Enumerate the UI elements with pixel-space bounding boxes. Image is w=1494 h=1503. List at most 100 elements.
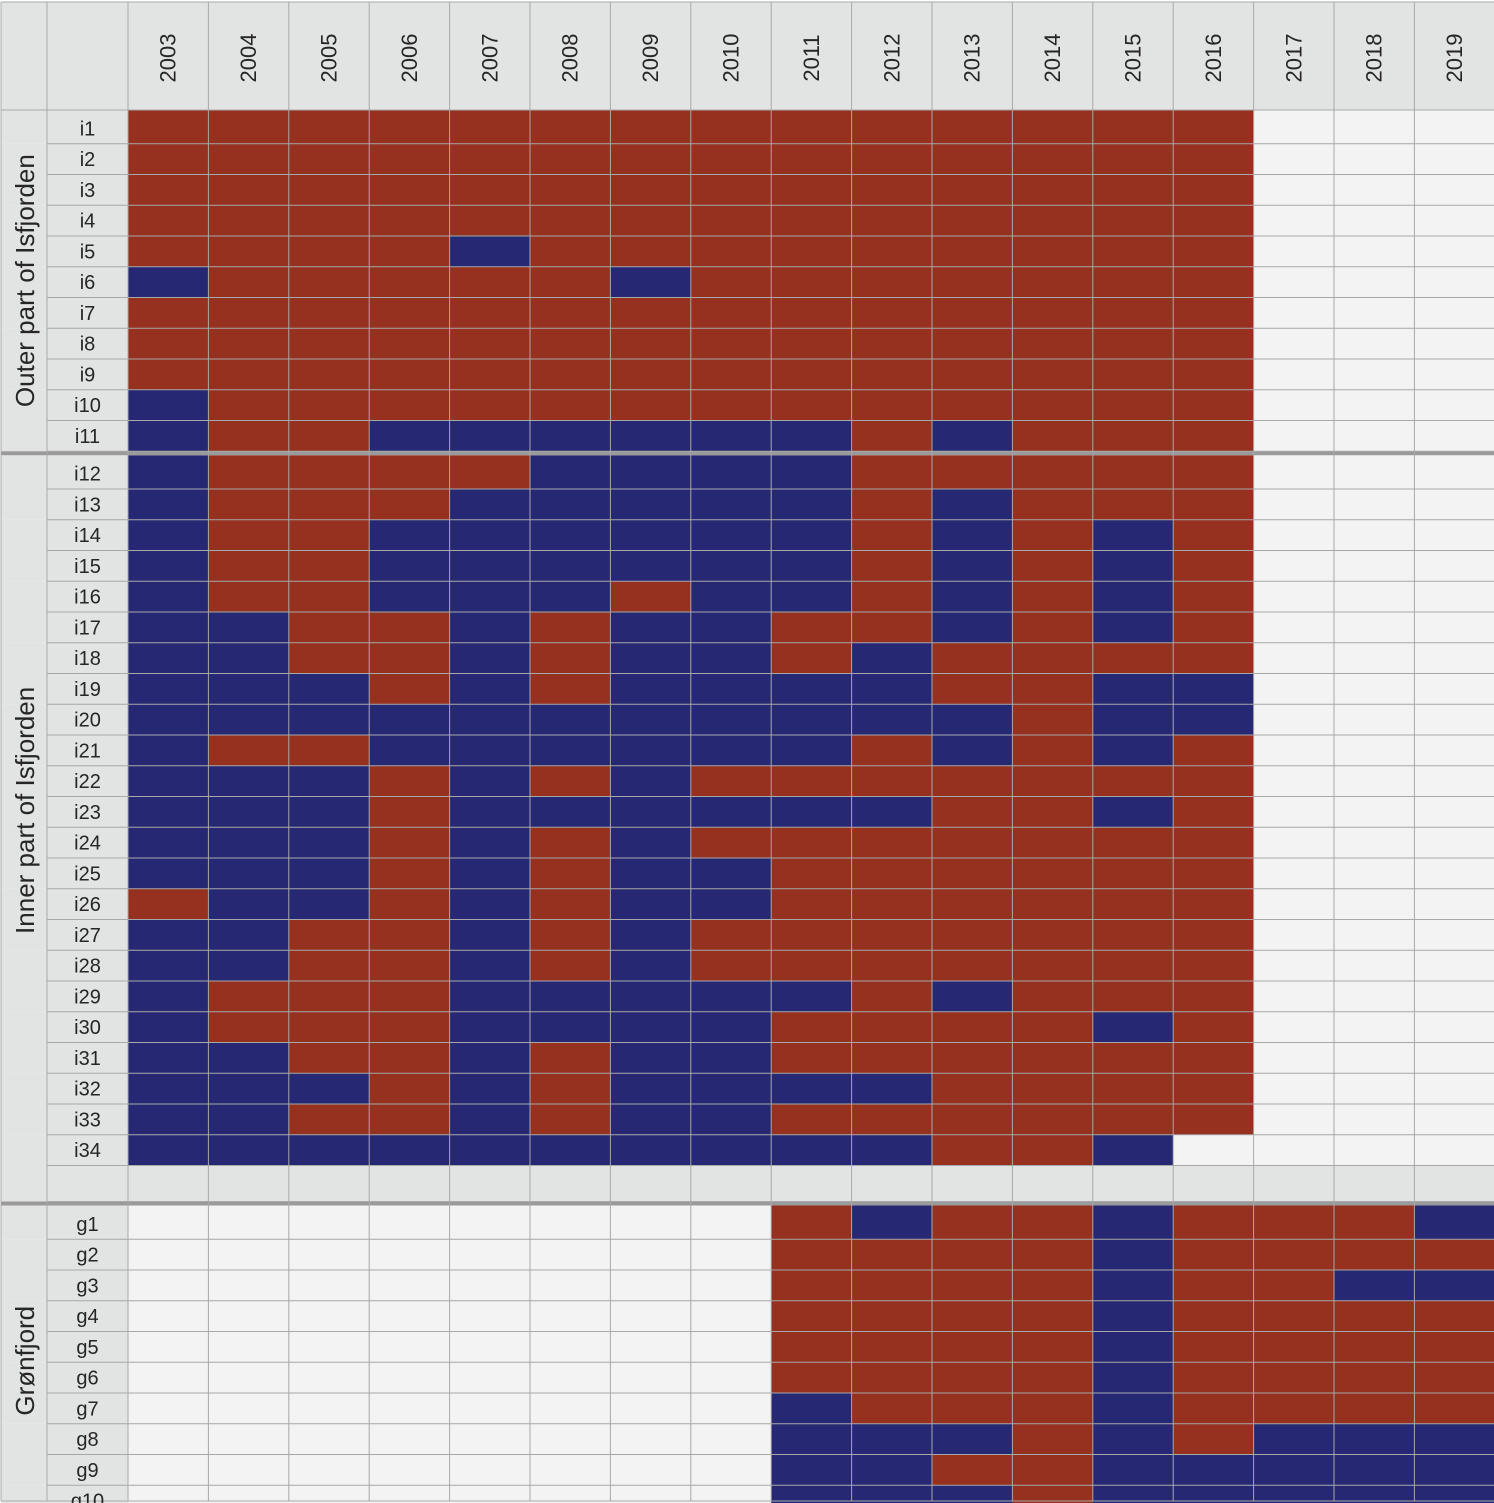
heatmap-cell bbox=[932, 1485, 1013, 1503]
heatmap-cell bbox=[530, 1073, 611, 1105]
heatmap-cell bbox=[208, 1134, 290, 1166]
heatmap-cell bbox=[288, 1104, 370, 1136]
heatmap-cell bbox=[1173, 735, 1255, 767]
heatmap-cell bbox=[610, 704, 692, 736]
heatmap-cell bbox=[449, 765, 531, 797]
heatmap-cell bbox=[1253, 455, 1335, 490]
heatmap-cell bbox=[128, 581, 209, 613]
heatmap-cell bbox=[369, 981, 451, 1013]
heatmap-cell bbox=[288, 981, 370, 1013]
heatmap-cell bbox=[610, 796, 692, 828]
heatmap-cell bbox=[771, 328, 853, 360]
heatmap-cell bbox=[369, 1423, 451, 1455]
heatmap-cell bbox=[369, 765, 451, 797]
heatmap-cell bbox=[369, 266, 451, 298]
heatmap-cell bbox=[208, 205, 290, 237]
heatmap-cell bbox=[530, 765, 611, 797]
heatmap-cell bbox=[1092, 1331, 1174, 1363]
heatmap-cell bbox=[851, 1104, 933, 1136]
heatmap-cell bbox=[1092, 796, 1174, 828]
heatmap-cell bbox=[690, 1205, 772, 1240]
heatmap-cell bbox=[1414, 489, 1494, 521]
heatmap-cell bbox=[369, 796, 451, 828]
heatmap-cell bbox=[1414, 735, 1494, 767]
heatmap-cell bbox=[369, 1205, 451, 1240]
heatmap-cell bbox=[1012, 143, 1094, 175]
heatmap-cell bbox=[288, 1393, 370, 1425]
row-label-background bbox=[1, 673, 128, 705]
heatmap-cell bbox=[208, 420, 290, 452]
heatmap-cell bbox=[1012, 1239, 1094, 1271]
heatmap-cell bbox=[771, 1454, 853, 1486]
heatmap-cell bbox=[1012, 1205, 1094, 1240]
heatmap-cell bbox=[771, 110, 853, 145]
heatmap-cell bbox=[610, 1331, 692, 1363]
heatmap-cell bbox=[851, 519, 933, 551]
heatmap-cell bbox=[369, 735, 451, 767]
heatmap-cell bbox=[1253, 519, 1335, 551]
heatmap-cell bbox=[1012, 765, 1094, 797]
heatmap-cell bbox=[530, 1454, 611, 1486]
heatmap-cell bbox=[369, 704, 451, 736]
heatmap-cell bbox=[1414, 704, 1494, 736]
heatmap-cell bbox=[530, 1300, 611, 1332]
heatmap-cell bbox=[851, 420, 933, 452]
heatmap-cell bbox=[932, 1134, 1013, 1166]
heatmap-cell bbox=[1253, 888, 1335, 920]
heatmap-cell bbox=[449, 174, 531, 206]
heatmap-cell bbox=[369, 581, 451, 613]
heatmap-cell bbox=[1414, 1239, 1494, 1271]
heatmap-cell bbox=[208, 110, 290, 145]
heatmap-cell bbox=[1414, 389, 1494, 421]
heatmap-cell bbox=[449, 1393, 531, 1425]
year-label: 2003 bbox=[156, 34, 181, 83]
heatmap-cell bbox=[369, 1300, 451, 1332]
heatmap-cell bbox=[932, 455, 1013, 490]
heatmap-cell bbox=[530, 612, 611, 644]
heatmap-cell bbox=[208, 519, 290, 551]
heatmap-cell bbox=[208, 359, 290, 391]
heatmap-cell bbox=[1173, 297, 1255, 329]
heatmap-cell bbox=[369, 143, 451, 175]
heatmap-cell bbox=[449, 455, 531, 490]
heatmap-cell bbox=[208, 1104, 290, 1136]
heatmap-cell bbox=[530, 858, 611, 890]
heatmap-cell bbox=[610, 858, 692, 890]
heatmap-cell bbox=[932, 519, 1013, 551]
heatmap-cell bbox=[530, 236, 611, 268]
heatmap-cell bbox=[288, 205, 370, 237]
heatmap-cell bbox=[610, 581, 692, 613]
heatmap-cell bbox=[128, 1073, 209, 1105]
heatmap-cell bbox=[449, 735, 531, 767]
heatmap-cell bbox=[1012, 735, 1094, 767]
heatmap-cell bbox=[1414, 359, 1494, 391]
row-label-background bbox=[1, 519, 128, 551]
heatmap-cell bbox=[128, 888, 209, 920]
heatmap-cell bbox=[1414, 827, 1494, 859]
heatmap-cell bbox=[690, 581, 772, 613]
heatmap-cell bbox=[690, 1485, 772, 1503]
heatmap-cell bbox=[288, 328, 370, 360]
heatmap-cell bbox=[1012, 919, 1094, 951]
heatmap-cell bbox=[128, 765, 209, 797]
heatmap-cell bbox=[1173, 1423, 1255, 1455]
heatmap-cell bbox=[771, 1073, 853, 1105]
heatmap-cell bbox=[690, 1393, 772, 1425]
year-label: 2004 bbox=[236, 34, 261, 83]
heatmap-cell bbox=[690, 236, 772, 268]
heatmap-cell bbox=[369, 236, 451, 268]
heatmap-cell bbox=[1092, 174, 1174, 206]
heatmap-cell bbox=[449, 642, 531, 674]
heatmap-cell bbox=[1334, 796, 1415, 828]
row-label-background bbox=[1, 236, 128, 267]
heatmap-cell bbox=[1092, 827, 1174, 859]
heatmap-cell bbox=[449, 1042, 531, 1074]
heatmap-cell bbox=[449, 489, 531, 521]
heatmap-cell bbox=[1334, 981, 1415, 1013]
row-label-background bbox=[1, 1042, 128, 1074]
heatmap-cell bbox=[1092, 581, 1174, 613]
heatmap-cell bbox=[932, 981, 1013, 1013]
heatmap-cell bbox=[690, 489, 772, 521]
heatmap-cell bbox=[369, 1393, 451, 1425]
heatmap-cell bbox=[128, 174, 209, 206]
